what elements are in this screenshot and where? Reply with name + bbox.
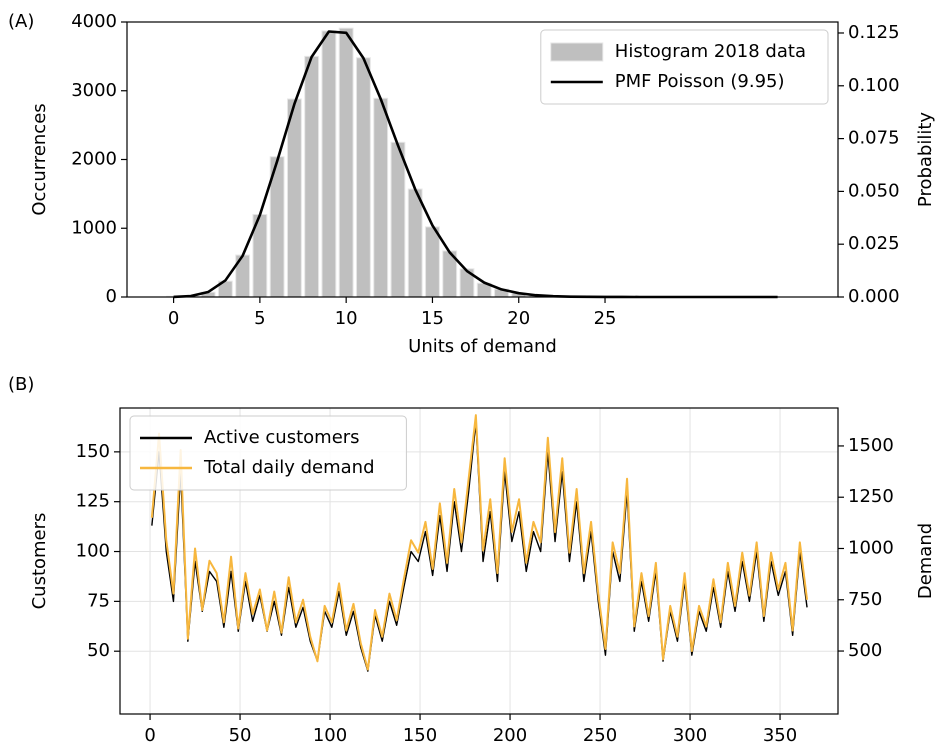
histogram-bar <box>304 55 320 298</box>
x-tick-label: 15 <box>421 308 444 329</box>
y2-axis-label: Demand <box>915 523 936 599</box>
y2-tick-label: 0.100 <box>848 75 900 96</box>
y2-tick-label: 0.025 <box>848 233 900 254</box>
series-line <box>150 414 809 671</box>
y2-tick-label: 500 <box>848 640 882 661</box>
y2-axis-label: Probability <box>915 112 936 207</box>
y2-tick-label: 1500 <box>848 435 894 456</box>
y2-tick-label: 1250 <box>848 486 894 507</box>
x-tick-label: 20 <box>507 308 530 329</box>
x-axis-label: Units of demand <box>408 336 557 357</box>
histogram-bar <box>321 30 337 298</box>
y-tick-label: 125 <box>76 491 110 512</box>
histogram-bar <box>390 141 406 298</box>
x-tick-label: 5 <box>254 308 265 329</box>
y-tick-label: 3000 <box>71 80 117 101</box>
panel-label: (A) <box>8 11 34 32</box>
y-tick-label: 1000 <box>71 217 117 238</box>
x-tick-label: 200 <box>493 725 527 746</box>
histogram-bar <box>356 57 371 298</box>
histogram-bar <box>373 97 389 298</box>
y-axis-label: Customers <box>29 513 50 610</box>
legend-label: Active customers <box>204 427 360 448</box>
x-tick-label: 0 <box>168 308 179 329</box>
y-tick-label: 2000 <box>71 149 117 170</box>
x-tick-label: 350 <box>763 725 797 746</box>
x-tick-label: 10 <box>335 308 358 329</box>
histogram-bar <box>338 27 354 298</box>
legend-label: PMF Poisson (9.95) <box>615 71 785 92</box>
y2-tick-label: 0.075 <box>848 128 900 149</box>
legend-swatch <box>550 42 604 62</box>
legend-label: Histogram 2018 data <box>615 41 806 62</box>
legend-label: Total daily demand <box>203 457 375 478</box>
x-tick-label: 100 <box>313 725 347 746</box>
x-tick-label: 150 <box>403 725 437 746</box>
y2-tick-label: 1000 <box>848 537 894 558</box>
y-tick-label: 75 <box>87 590 110 611</box>
x-tick-label: 0 <box>144 725 155 746</box>
y-tick-label: 0 <box>106 286 117 307</box>
y-tick-label: 50 <box>87 640 110 661</box>
x-tick-label: 300 <box>673 725 707 746</box>
x-tick-label: 25 <box>594 308 617 329</box>
y2-tick-label: 0.050 <box>848 180 900 201</box>
y-axis-label: Occurrences <box>29 103 50 215</box>
y2-tick-label: 750 <box>848 589 882 610</box>
panel-label: (B) <box>8 374 34 395</box>
histogram-bar <box>425 226 440 298</box>
y-tick-label: 4000 <box>71 11 117 32</box>
x-tick-label: 50 <box>229 725 252 746</box>
y2-tick-label: 0.125 <box>848 22 900 43</box>
plot-frame <box>119 407 839 715</box>
x-axis-label: Day <box>461 753 497 756</box>
legend-box <box>540 29 829 105</box>
legend-box <box>129 415 407 491</box>
histogram-bar <box>407 188 423 298</box>
y-tick-label: 150 <box>76 441 110 462</box>
y-tick-label: 100 <box>76 541 110 562</box>
y2-tick-label: 0.000 <box>848 286 900 307</box>
x-tick-label: 250 <box>583 725 617 746</box>
histogram-bar <box>286 98 302 298</box>
